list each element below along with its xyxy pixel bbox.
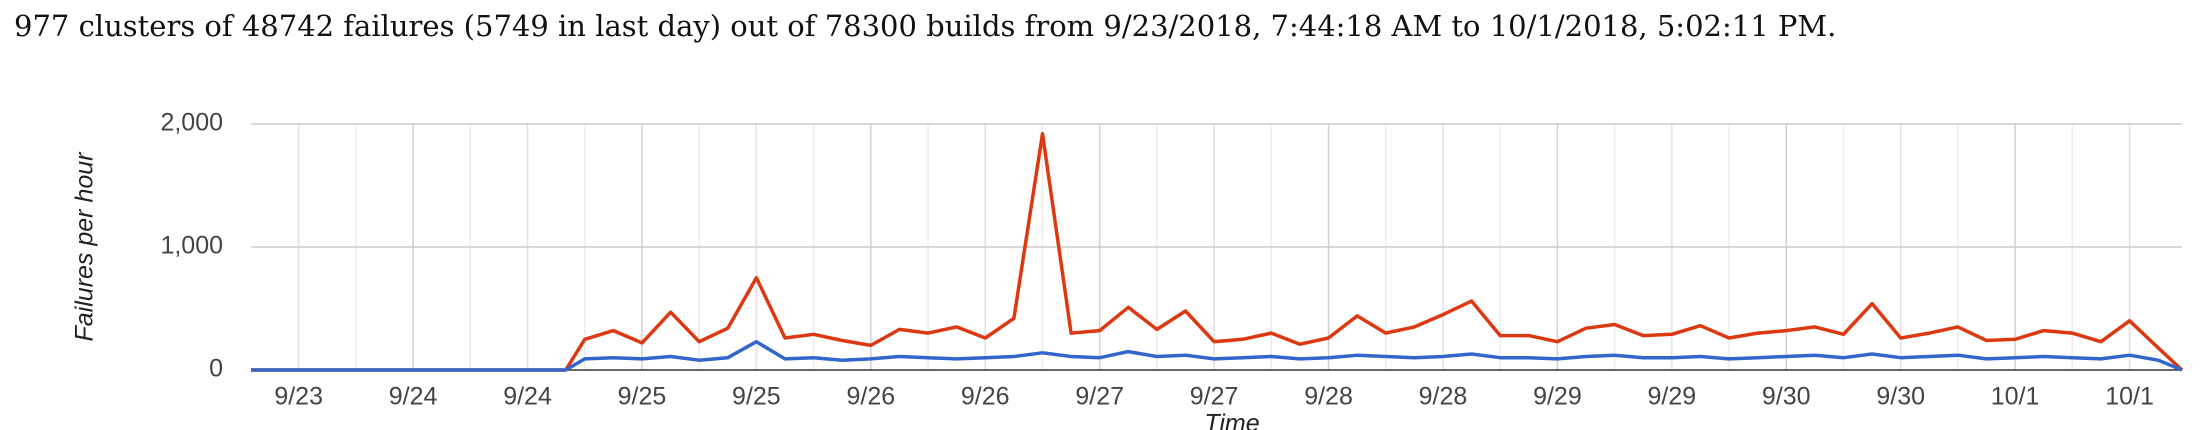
- x-tick-label: 10/1: [2105, 383, 2154, 411]
- x-tick-label: 9/26: [846, 383, 895, 411]
- x-tick-label: 9/30: [1876, 383, 1925, 411]
- x-tick-label: 10/1: [1991, 383, 2040, 411]
- x-tick-label: 9/30: [1762, 383, 1811, 411]
- x-tick-label: 9/27: [1075, 383, 1124, 411]
- y-tick-label: 2,000: [160, 109, 223, 137]
- chart-title: 977 clusters of 48742 failures (5749 in …: [14, 9, 1836, 43]
- x-tick-label: 9/24: [503, 383, 552, 411]
- series-line: [251, 339, 2183, 372]
- x-tick-label: 9/25: [618, 383, 667, 411]
- x-tick-label: 9/26: [961, 383, 1010, 411]
- y-axis-title: Failures per hour: [71, 151, 99, 342]
- y-tick-label: 0: [209, 355, 223, 383]
- x-tick-label: 9/24: [389, 383, 438, 411]
- x-tick-label: 9/28: [1304, 383, 1353, 411]
- x-tick-label: 9/25: [732, 383, 781, 411]
- y-tick-label: 1,000: [160, 232, 223, 260]
- x-tick-label: 9/28: [1419, 383, 1468, 411]
- x-tick-label: 9/27: [1190, 383, 1239, 411]
- x-tick-label: 9/29: [1647, 383, 1696, 411]
- series-line: [251, 132, 2184, 372]
- x-tick-label: 9/23: [274, 383, 323, 411]
- x-tick-label: 9/29: [1533, 383, 1582, 411]
- x-axis-title: Time: [1204, 410, 1259, 430]
